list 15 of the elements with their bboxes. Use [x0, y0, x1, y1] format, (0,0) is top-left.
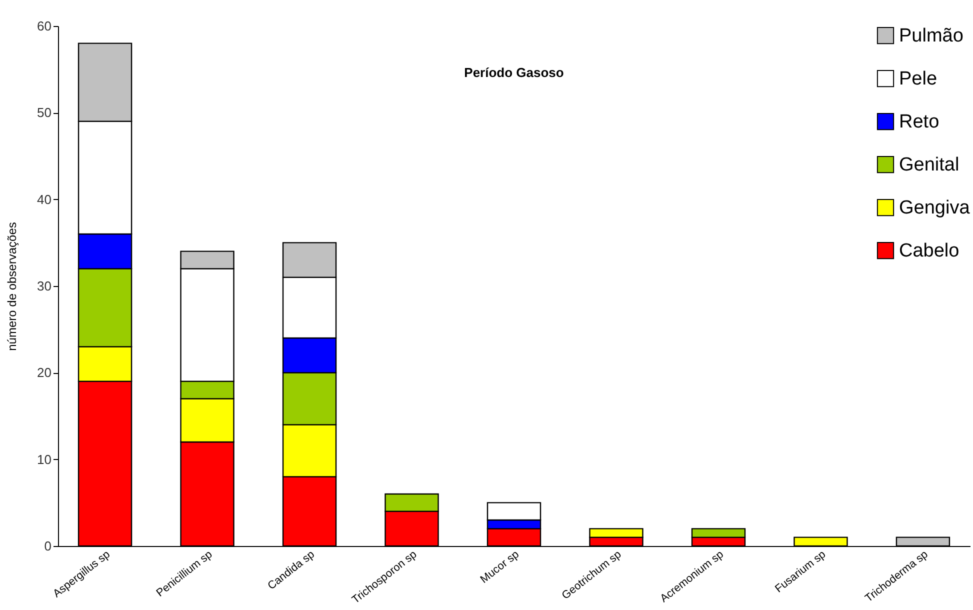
y-tick-label: 0	[44, 538, 52, 554]
y-axis-title: número de observações	[5, 222, 20, 351]
y-tick-label: 10	[37, 452, 52, 467]
y-tick-label: 20	[37, 365, 52, 380]
y-tick-label: 40	[37, 192, 52, 207]
y-tick-label: 60	[37, 18, 52, 34]
legend-label: Reto	[899, 112, 940, 132]
y-tick-label: 50	[37, 105, 52, 120]
legend-label: Pulmão	[899, 26, 964, 46]
legend-label: Pele	[899, 68, 938, 90]
legend-label: Genital	[899, 154, 960, 176]
legend-label: Cabelo	[899, 240, 960, 262]
text: Período Gasoso	[464, 65, 564, 80]
legend-label: Gengiva	[899, 198, 970, 218]
y-tick-label: 30	[37, 278, 52, 294]
